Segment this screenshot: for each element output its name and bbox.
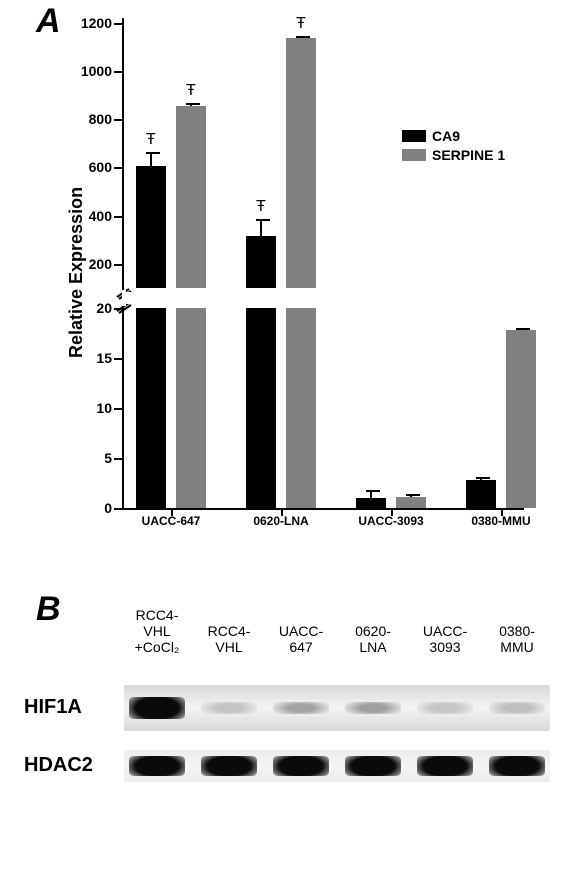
y-tick <box>114 358 124 360</box>
hdac2-strip <box>124 750 550 782</box>
significance-mark: Ŧ <box>296 16 306 32</box>
hdac2-band <box>273 756 329 776</box>
bar <box>176 308 206 508</box>
bar <box>136 308 166 508</box>
figure-root: A Relative Expression 200400600800100012… <box>0 0 567 885</box>
hif1a-band <box>273 702 329 714</box>
significance-mark: Ŧ <box>186 83 196 99</box>
significance-mark: Ŧ <box>146 132 156 148</box>
error-bar <box>520 328 522 330</box>
bar <box>246 308 276 508</box>
y-tick-label: 600 <box>89 159 112 175</box>
x-group-label: 0620-LNA <box>253 514 308 528</box>
western-blot: RCC4- VHL +CoCl₂ RCC4- VHL UACC- 647 0620- … <box>24 595 544 855</box>
bar <box>136 166 166 288</box>
bar <box>466 480 496 508</box>
lane-header: 0620- LNA <box>355 623 391 655</box>
bar <box>356 498 386 508</box>
legend-label: CA9 <box>432 128 460 144</box>
bar-chart: Relative Expression 20040060080010001200… <box>50 18 550 558</box>
lane-header: RCC4- VHL <box>208 623 251 655</box>
y-tick <box>114 119 124 121</box>
hif1a-band <box>345 702 401 714</box>
significance-mark: Ŧ <box>256 199 266 215</box>
legend-item: SERPINE 1 <box>402 147 505 163</box>
x-group-label: 0380-MMU <box>471 514 530 528</box>
hdac2-band <box>201 756 257 776</box>
hdac2-band <box>489 756 545 776</box>
hdac2-band <box>417 756 473 776</box>
y-tick-label: 20 <box>96 300 112 316</box>
x-group-label: UACC-647 <box>142 514 201 528</box>
error-bar <box>410 494 412 497</box>
hdac2-band <box>129 756 185 776</box>
y-tick-label: 0 <box>104 500 112 516</box>
y-tick <box>114 458 124 460</box>
row-label-hif1a: HIF1A <box>24 696 82 719</box>
y-tick-label: 1000 <box>81 63 112 79</box>
x-axis <box>124 508 524 510</box>
plot-area: 2004006008001000120005101520UACC-647ŦŦ06… <box>122 18 524 508</box>
bar <box>176 106 206 288</box>
bar <box>396 497 426 508</box>
hif1a-band <box>417 702 473 714</box>
y-tick <box>114 216 124 218</box>
error-bar <box>190 103 192 106</box>
y-tick-label: 1200 <box>81 15 112 31</box>
bar <box>506 330 536 508</box>
bar <box>286 38 316 288</box>
error-bar <box>480 477 482 480</box>
y-tick <box>114 408 124 410</box>
row-label-hdac2: HDAC2 <box>24 754 93 777</box>
y-tick <box>114 23 124 25</box>
y-tick <box>114 167 124 169</box>
bar-break-band <box>124 292 524 304</box>
error-bar <box>300 36 302 39</box>
error-bar <box>260 219 262 236</box>
y-tick-label: 15 <box>96 350 112 366</box>
lane-header: 0380- MMU <box>499 623 535 655</box>
bar <box>286 308 316 508</box>
hif1a-band <box>489 702 545 714</box>
y-tick-label: 200 <box>89 256 112 272</box>
y-tick <box>114 71 124 73</box>
hif1a-band <box>129 697 185 719</box>
y-tick-label: 800 <box>89 111 112 127</box>
legend-label: SERPINE 1 <box>432 147 505 163</box>
y-tick <box>114 508 124 510</box>
hdac2-band <box>345 756 401 776</box>
y-tick-label: 400 <box>89 208 112 224</box>
lane-header: UACC- 647 <box>279 623 323 655</box>
x-group-label: UACC-3093 <box>358 514 423 528</box>
hif1a-strip <box>124 685 550 731</box>
y-tick <box>114 264 124 266</box>
lane-header: RCC4- VHL +CoCl₂ <box>135 607 180 655</box>
y-tick-label: 5 <box>104 450 112 466</box>
legend: CA9 SERPINE 1 <box>402 128 505 166</box>
bar <box>246 236 276 288</box>
legend-swatch <box>402 149 426 161</box>
error-bar <box>150 152 152 166</box>
legend-swatch <box>402 130 426 142</box>
lane-header: UACC- 3093 <box>423 623 467 655</box>
hif1a-band <box>201 702 257 714</box>
legend-item: CA9 <box>402 128 505 144</box>
y-axis-title: Relative Expression <box>66 187 87 358</box>
y-tick-label: 10 <box>96 400 112 416</box>
error-bar <box>370 490 372 498</box>
